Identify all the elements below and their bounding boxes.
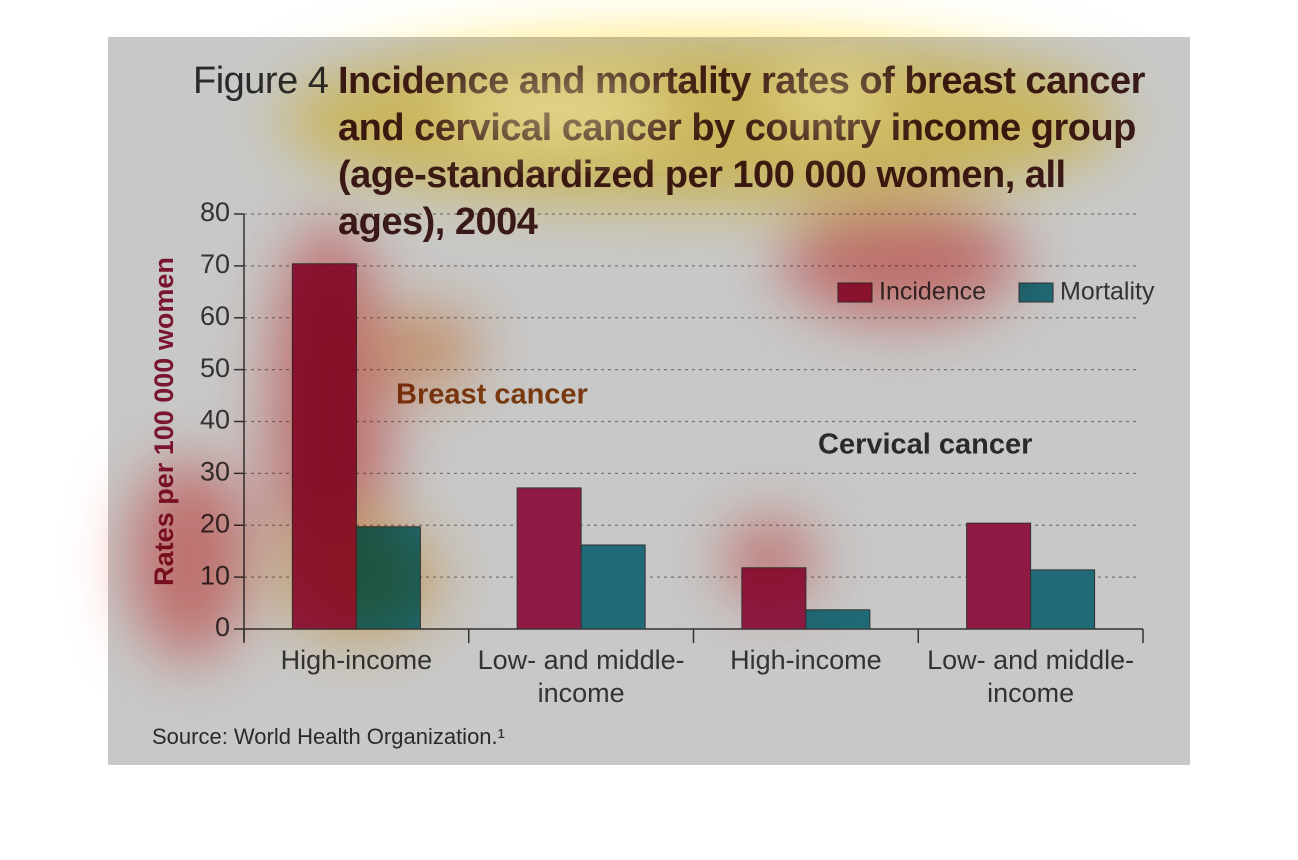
y-tick-label: 60: [200, 301, 230, 331]
annotation: Breast cancer: [396, 379, 588, 411]
bar: [291, 263, 357, 630]
bar: [580, 544, 646, 630]
y-tick-label: 70: [200, 249, 230, 279]
annotation: Cervical cancer: [818, 429, 1032, 461]
y-tick-label: 30: [200, 457, 230, 487]
bar: [966, 522, 1032, 630]
y-tick-label: 0: [215, 612, 230, 642]
bar: [1030, 569, 1096, 630]
y-tick-label: 40: [200, 405, 230, 435]
x-tick-label: High-income: [730, 645, 882, 675]
source-note: Source: World Health Organization.¹: [152, 724, 505, 749]
x-tick-label: Low- and middle-income: [477, 645, 685, 708]
bar: [741, 567, 807, 630]
y-axis-label: Rates per 100 000 women: [149, 257, 179, 586]
y-tick-label: 20: [200, 508, 230, 538]
chart-title: Incidence and mortality rates of breast …: [338, 60, 1145, 243]
x-tick-label: Low- and middle-income: [927, 645, 1135, 708]
legend-swatch: [837, 282, 873, 303]
y-tick-label: 10: [200, 560, 230, 590]
bar: [805, 609, 871, 630]
figure-label: Figure 4: [193, 60, 329, 102]
legend-swatch: [1018, 282, 1054, 303]
legend-label: Incidence: [879, 278, 986, 306]
y-tick-label: 50: [200, 353, 230, 383]
bar: [516, 487, 582, 630]
bar: [355, 526, 421, 630]
y-tick-label: 80: [200, 197, 230, 227]
x-tick-label: High-income: [280, 645, 433, 675]
legend-label: Mortality: [1060, 278, 1155, 306]
